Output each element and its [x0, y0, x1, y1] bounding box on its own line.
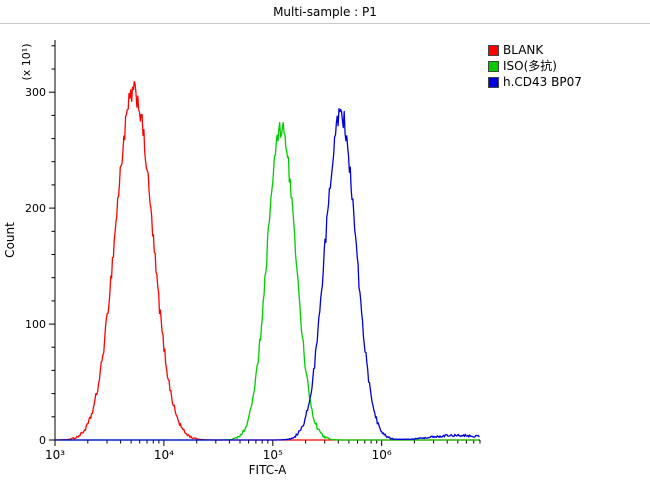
y-axis-label: Count — [3, 222, 17, 258]
svg-text:10⁵: 10⁵ — [263, 448, 283, 462]
legend-swatch-blue — [488, 77, 499, 88]
svg-text:10³: 10³ — [45, 448, 65, 462]
y-axis-unit-label: (x 10¹) — [20, 44, 33, 81]
curve-h-cd43-bp07 — [55, 107, 480, 441]
chart-title: Multi-sample : P1 — [273, 4, 377, 19]
legend-label-iso: ISO(多抗) — [503, 59, 557, 73]
svg-text:300: 300 — [25, 86, 46, 99]
y-axis-ticks — [49, 45, 55, 441]
x-axis-tick-labels: 10³ 10⁴ 10⁵ 10⁶ — [45, 448, 392, 462]
svg-text:100: 100 — [25, 318, 46, 331]
legend-item-blank: BLANK — [488, 44, 582, 57]
svg-text:200: 200 — [25, 202, 46, 215]
legend-label-blank: BLANK — [503, 43, 544, 57]
svg-text:10⁶: 10⁶ — [372, 448, 392, 462]
svg-text:0: 0 — [39, 434, 46, 447]
legend-label-hcd43: h.CD43 BP07 — [503, 75, 582, 89]
y-axis-tick-labels: 0 100 200 300 — [25, 86, 46, 447]
x-axis-label: FITC-A — [249, 463, 288, 477]
svg-text:10⁴: 10⁴ — [154, 448, 174, 462]
legend: BLANK ISO(多抗) h.CD43 BP07 — [488, 44, 582, 89]
title-bar: Multi-sample : P1 — [0, 0, 650, 24]
x-axis-ticks — [54, 440, 481, 446]
legend-item-iso: ISO(多抗) — [488, 60, 582, 73]
curve-iso- — [55, 121, 480, 441]
legend-item-hcd43: h.CD43 BP07 — [488, 76, 582, 89]
histogram-curves — [55, 80, 480, 441]
legend-swatch-green — [488, 61, 499, 72]
legend-swatch-red — [488, 45, 499, 56]
